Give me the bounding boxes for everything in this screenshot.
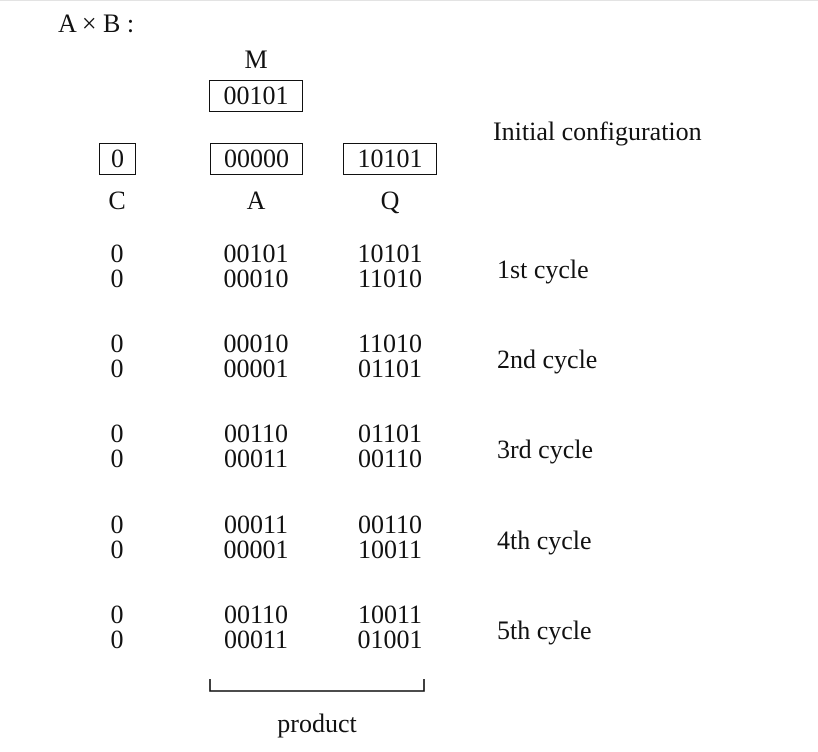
q-value: 00110: [357, 444, 423, 473]
q-value: 11010: [357, 329, 423, 358]
a-register-box: 00000: [210, 143, 303, 175]
cycle-label: 2nd cycle: [497, 345, 598, 374]
cycle-label: 3rd cycle: [497, 435, 594, 464]
a-value: 00110: [223, 419, 289, 448]
c-value: 0: [110, 264, 124, 293]
a-value: 00010: [223, 329, 289, 358]
c-value: 0: [110, 510, 124, 539]
c-value: 0: [110, 625, 124, 654]
c-register-box: 0: [99, 143, 136, 175]
a-value: 00101: [223, 239, 289, 268]
cycle-group: 0 00011 00110 0 00001 10011 4th cycle: [0, 512, 818, 582]
q-value: 01101: [357, 354, 423, 383]
q-value: 01001: [357, 625, 423, 654]
q-value: 10011: [357, 600, 423, 629]
q-value: 01101: [357, 419, 423, 448]
diagram-title: A × B :: [58, 9, 135, 38]
cycle-label: 4th cycle: [497, 526, 592, 555]
a-value: 00011: [223, 510, 289, 539]
product-label: product: [277, 709, 357, 738]
top-border: [0, 0, 818, 1]
q-register-value: 10101: [357, 144, 423, 173]
q-register-box: 10101: [343, 143, 437, 175]
m-register-box: 00101: [209, 80, 303, 112]
a-value: 00011: [223, 444, 289, 473]
q-value: 10011: [357, 535, 423, 564]
cycle-group: 0 00110 01101 0 00011 00110 3rd cycle: [0, 421, 818, 491]
c-value: 0: [110, 239, 124, 268]
cycle-group: 0 00110 10011 0 00011 01001 5th cycle: [0, 602, 818, 672]
c-value: 0: [110, 354, 124, 383]
a-register-value: 00000: [224, 144, 289, 173]
c-value: 0: [110, 600, 124, 629]
c-value: 0: [110, 444, 124, 473]
header-c: C: [108, 186, 126, 215]
a-value: 00011: [223, 625, 289, 654]
cycle-label: 5th cycle: [497, 616, 592, 645]
c-value: 0: [110, 329, 124, 358]
c-register-value: 0: [111, 144, 124, 173]
c-value: 0: [110, 535, 124, 564]
q-value: 00110: [357, 510, 423, 539]
initial-configuration-label: Initial configuration: [493, 117, 702, 146]
m-register-value: 00101: [223, 81, 289, 110]
c-value: 0: [110, 419, 124, 448]
m-label: M: [244, 45, 268, 74]
header-q: Q: [380, 186, 400, 215]
cycle-label: 1st cycle: [497, 255, 589, 284]
q-value: 10101: [357, 239, 423, 268]
cycle-group: 0 00010 11010 0 00001 01101 2nd cycle: [0, 331, 818, 401]
cycle-group: 0 00101 10101 0 00010 11010 1st cycle: [0, 241, 818, 311]
a-value: 00010: [223, 264, 289, 293]
a-value: 00001: [223, 354, 289, 383]
header-a: A: [246, 186, 266, 215]
a-value: 00001: [223, 535, 289, 564]
q-value: 11010: [357, 264, 423, 293]
a-value: 00110: [223, 600, 289, 629]
